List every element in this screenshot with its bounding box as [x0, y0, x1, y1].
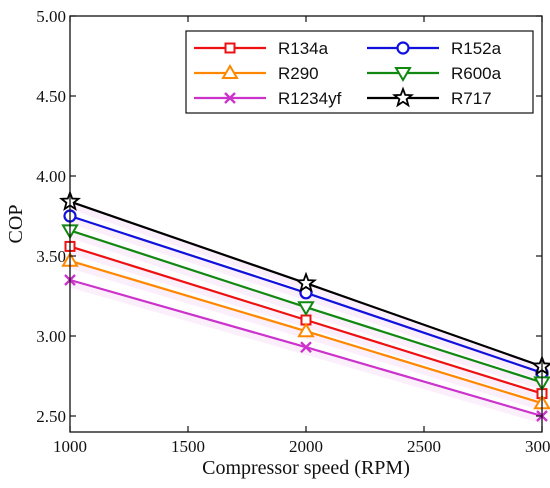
y-tick-label: 4.00 [36, 167, 66, 186]
tick-layer: 1000 1500 2000 2500 3000 2.50 3.00 3.50 4.00 4.50… [36, 7, 550, 456]
y-axis-title: COP [5, 205, 27, 244]
legend-label: R290 [278, 64, 319, 83]
legend-entry-r290: R290 [194, 64, 319, 83]
x-tick-label: 1000 [53, 437, 87, 456]
x-tick-label: 1500 [171, 437, 205, 456]
y-tick-label: 2.50 [36, 407, 66, 426]
legend-marker [394, 67, 412, 82]
legend-marker [392, 86, 414, 108]
y-tick-label: 3.50 [36, 247, 66, 266]
y-tick-label: 4.50 [36, 87, 66, 106]
legend-label: R600a [451, 64, 502, 83]
legend-label: R152a [451, 39, 502, 58]
legend-entry-r134a: R134a [194, 39, 329, 58]
legend-entry-r1234yf: R1234yf [194, 89, 342, 108]
legend-entry-r152a: R152a [367, 39, 502, 58]
y-tick-label: 5.00 [36, 7, 66, 26]
legend-label: R134a [278, 39, 329, 58]
legend-entry-r717: R717 [367, 86, 492, 108]
data-point-r1234yf [300, 341, 312, 354]
series-r1234yf [64, 274, 548, 422]
legend: R134a R152a R290 R600a R1234yf R717 [185, 30, 534, 114]
legend-entry-r600a: R600a [367, 64, 502, 83]
legend-marker [224, 42, 236, 54]
data-point-r600a [297, 301, 315, 317]
legend-label: R717 [451, 89, 492, 108]
legend-marker [224, 92, 236, 104]
data-point-r290 [297, 322, 315, 338]
legend-label: R1234yf [278, 89, 342, 108]
x-tick-label: 3000 [525, 437, 550, 456]
x-axis-title: Compressor speed (RPM) [202, 457, 410, 479]
legend-marker [396, 41, 410, 55]
y-tick-label: 3.00 [36, 327, 66, 346]
data-point-r717 [295, 271, 317, 293]
x-tick-label: 2500 [407, 437, 441, 456]
legend-marker [221, 64, 239, 79]
x-tick-label: 2000 [289, 437, 323, 456]
series-shadow-r1234yf [69, 280, 543, 424]
